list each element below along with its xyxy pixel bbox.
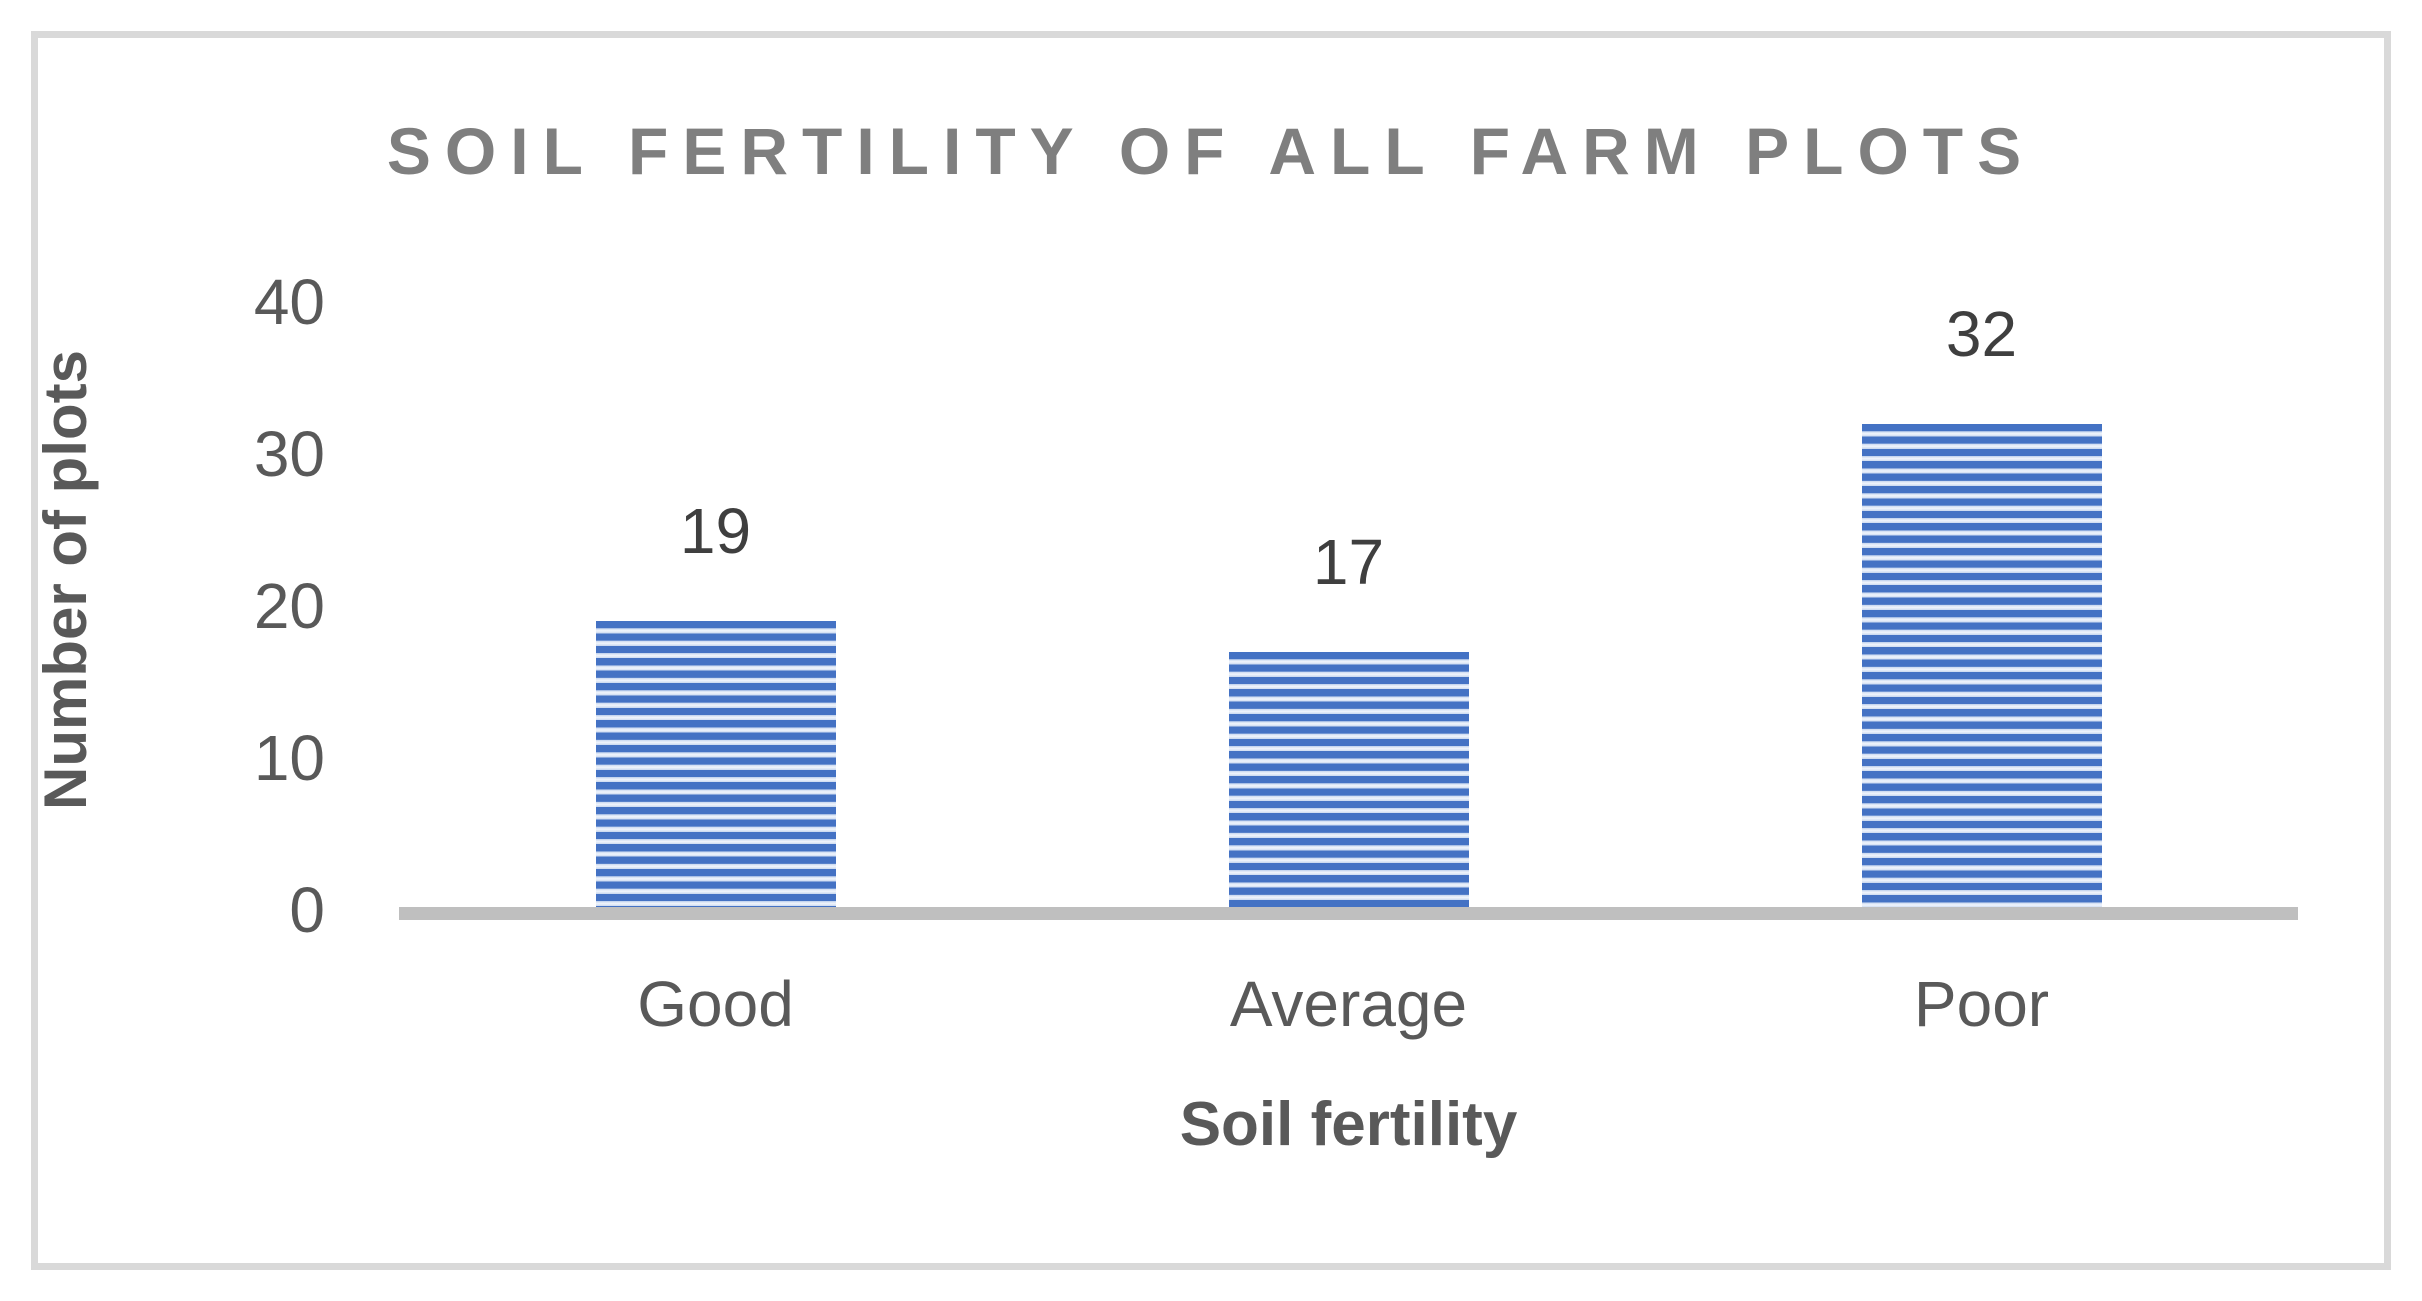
y-tick-label-40: 40	[253, 266, 325, 338]
value-label-good: 19	[679, 495, 752, 568]
y-tick-label-10: 10	[253, 722, 325, 794]
value-label-average: 17	[1312, 525, 1385, 598]
x-axis-line	[399, 907, 2298, 920]
y-tick-label-20: 20	[253, 570, 325, 642]
value-label-poor: 32	[1945, 297, 2018, 370]
x-axis-title: Soil fertility	[1179, 1090, 1518, 1159]
category-label-poor: Poor	[1913, 968, 2050, 1040]
bar-good	[595, 621, 836, 910]
category-label-average: Average	[1229, 968, 1468, 1040]
y-tick-label-0: 0	[289, 874, 325, 946]
category-label-good: Good	[637, 968, 794, 1040]
bar-poor	[1861, 423, 2102, 910]
y-tick-label-30: 30	[253, 418, 325, 490]
chart-title: SOIL FERTILITY OF ALL FARM PLOTS	[386, 114, 2036, 188]
chart-border-frame	[31, 31, 2391, 1270]
y-axis-title: Number of plots	[32, 350, 99, 810]
bar-average	[1228, 651, 1469, 910]
